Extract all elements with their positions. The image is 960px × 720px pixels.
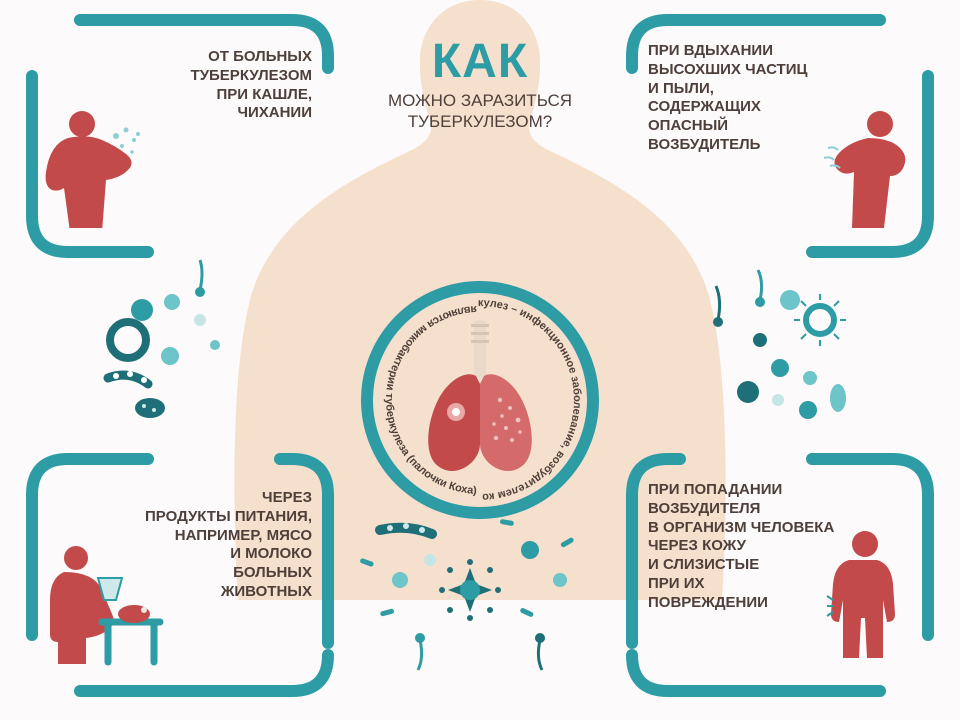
frame-br-text: ПРИ ПОПАДАНИИ ВОЗБУДИТЕЛЯ В ОРГАНИЗМ ЧЕЛ…	[648, 481, 848, 612]
frame-bottom-right: ПРИ ПОПАДАНИИ ВОЗБУДИТЕЛЯ В ОРГАНИЗМ ЧЕЛ…	[620, 447, 940, 702]
frame-tr-text: ПРИ ВДЫХАНИИ ВЫСОХШИХ ЧАСТИЦ И ПЫЛИ, СОД…	[648, 42, 848, 155]
trachea	[474, 320, 486, 378]
figure-coughing-icon	[38, 108, 148, 233]
frame-top-right: ПРИ ВДЫХАНИИ ВЫСОХШИХ ЧАСТИЦ И ПЫЛИ, СОД…	[620, 8, 940, 263]
title-sub: МОЖНО ЗАРАЗИТЬСЯ ТУБЕРКУЛЕЗОМ?	[350, 90, 610, 133]
figure-eating-icon	[42, 544, 167, 674]
lung-ring: являются микобактерии туберкулеза (палоч…	[360, 280, 600, 520]
title-block: КАК МОЖНО ЗАРАЗИТЬСЯ ТУБЕРКУЛЕЗОМ?	[350, 38, 610, 133]
figure-inhaling-icon	[820, 108, 915, 233]
microbe-cluster-left	[108, 260, 220, 418]
frame-bottom-left: ЧЕРЕЗ ПРОДУКТЫ ПИТАНИЯ, НАПРИМЕР, МЯСО И…	[20, 447, 340, 702]
frame-top-left: ОТ БОЛЬНЫХ ТУБЕРКУЛЕЗОМ ПРИ КАШЛЕ, ЧИХАН…	[20, 8, 340, 263]
title-main: КАК	[350, 38, 610, 86]
frame-tl-text: ОТ БОЛЬНЫХ ТУБЕРКУЛЕЗОМ ПРИ КАШЛЕ, ЧИХАН…	[132, 48, 312, 123]
figure-skin-wound-icon	[825, 530, 905, 670]
